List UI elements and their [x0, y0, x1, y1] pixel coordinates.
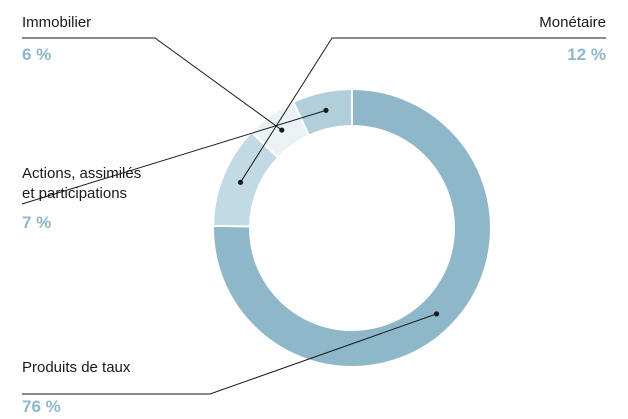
category-label-actions-assimiles-et-participations-line-2: et participations	[22, 185, 127, 202]
leader-line-produits-de-taux	[22, 313, 437, 395]
slice-actions-assimiles-et-participations	[292, 87, 353, 137]
category-label-produits-de-taux: Produits de taux	[22, 359, 131, 376]
leader-line-monetaire	[240, 37, 606, 183]
value-label-immobilier: 6 %	[22, 45, 51, 64]
value-label-monetaire: 12 %	[567, 45, 606, 64]
category-label-monetaire: Monétaire	[539, 14, 606, 31]
leader-dot-produits-de-taux	[433, 311, 440, 317]
leader-dot-monetaire	[237, 179, 244, 185]
category-label-actions-assimiles-et-participations-line-1: Actions, assimilés	[22, 165, 141, 182]
leader-dot-actions-assimiles-et-participations	[323, 107, 329, 113]
slice-produits-de-taux	[212, 87, 492, 368]
value-label-actions-assimiles-et-participations: 7 %	[22, 213, 51, 232]
leader-dot-immobilier	[279, 127, 285, 133]
category-label-immobilier: Immobilier	[22, 14, 91, 31]
leader-line-actions-assimiles-et-participations	[21, 109, 327, 205]
leader-line-immobilier	[22, 37, 283, 131]
value-label-produits-de-taux: 76 %	[22, 397, 61, 416]
